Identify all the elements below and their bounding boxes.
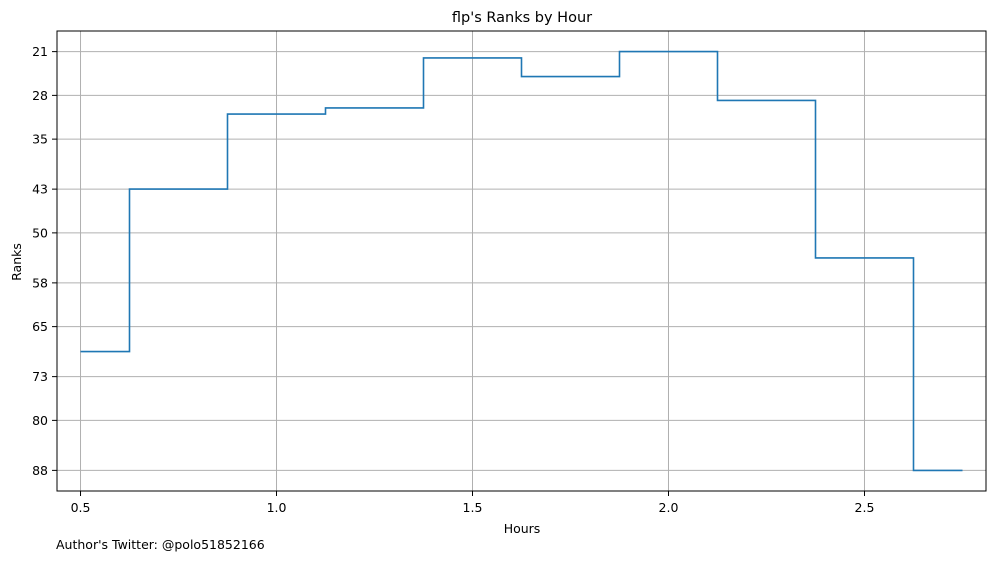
y-tick-label: 35: [32, 132, 48, 147]
x-tick-label: 2.0: [659, 500, 679, 515]
y-tick-label: 88: [32, 463, 48, 478]
y-tick-label: 28: [32, 88, 48, 103]
y-tick-label: 43: [32, 182, 48, 197]
y-tick-label: 50: [32, 225, 48, 240]
x-tick-label: 1.5: [463, 500, 483, 515]
y-tick-label: 73: [32, 369, 48, 384]
y-axis-label: Ranks: [9, 243, 24, 281]
plot-frame: [57, 31, 986, 491]
author-credit: Author's Twitter: @polo51852166: [56, 537, 265, 552]
y-tick-label: 80: [32, 413, 48, 428]
chart-title: flp's Ranks by Hour: [452, 10, 592, 26]
y-axis-ticks: 21 28 35 43 50 58 65 73 80 88: [32, 44, 57, 478]
x-tick-label: 2.5: [855, 500, 875, 515]
y-tick-label: 21: [32, 44, 48, 59]
x-tick-label: 0.5: [71, 500, 91, 515]
x-axis-label: Hours: [504, 521, 541, 536]
series-layer: [80, 52, 962, 471]
grid-layer: [57, 31, 986, 491]
x-axis-ticks: 0.5 1.0 1.5 2.0 2.5: [71, 491, 875, 515]
y-tick-label: 58: [32, 275, 48, 290]
x-tick-label: 1.0: [267, 500, 287, 515]
y-tick-label: 65: [32, 319, 48, 334]
rank-step-line: [81, 52, 963, 471]
